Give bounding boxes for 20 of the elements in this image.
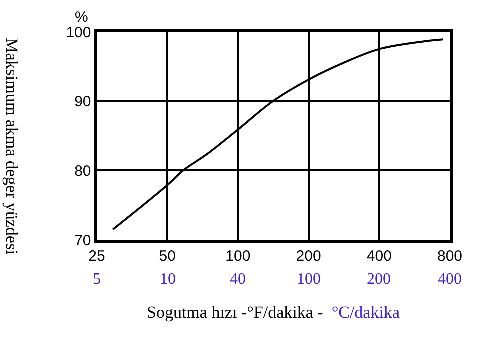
x-tick-label: 50	[159, 248, 176, 265]
x-tick-label: 800	[437, 248, 463, 265]
x-tick-label: 25	[88, 248, 106, 265]
x-tick-label: 400	[366, 248, 392, 265]
text: 200	[367, 271, 391, 288]
text: 100	[297, 271, 321, 288]
y-tick-label: 90	[74, 94, 92, 111]
text: 400	[438, 271, 462, 288]
text: 5	[93, 271, 101, 288]
y-tick-label: 100	[66, 24, 92, 42]
text: 10	[160, 271, 176, 288]
x-axis-title: Sogutma hızı -°F/dakika -	[147, 303, 324, 322]
text: 40	[230, 271, 246, 288]
text: %	[75, 9, 88, 26]
x2-axis-title: °C/dakika	[332, 303, 400, 322]
y-tick-label: 80	[74, 162, 92, 180]
y-tick-label: 70	[74, 232, 92, 250]
x-tick-label: 100	[226, 248, 251, 265]
x-tick-label: 200	[296, 248, 322, 265]
y-axis-title: Maksimum akma deger yüzdesi	[2, 38, 22, 256]
